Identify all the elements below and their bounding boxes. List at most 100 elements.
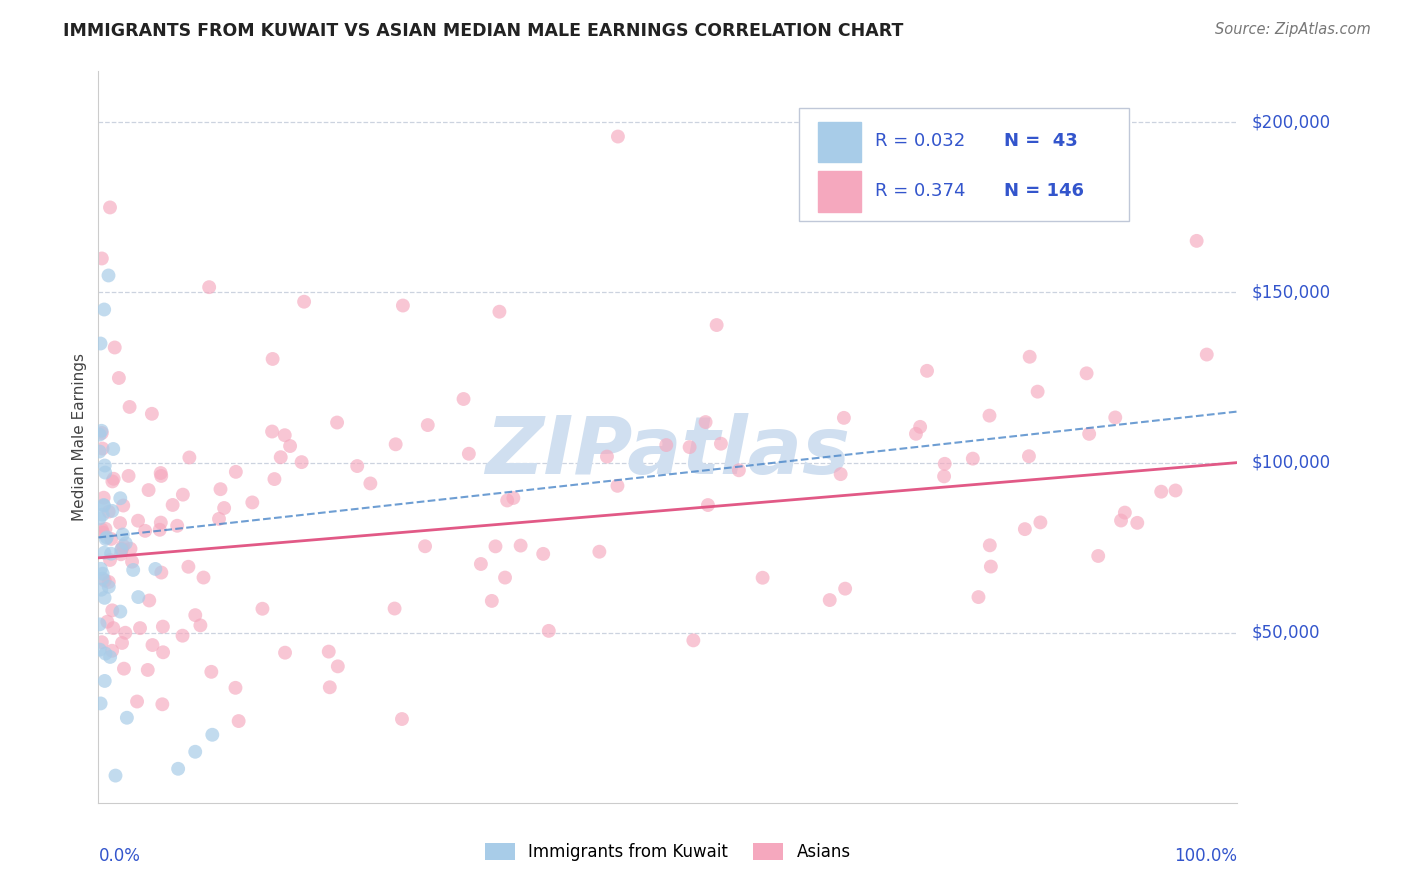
- Point: [502, 491, 524, 505]
- Point: [979, 538, 1001, 552]
- Point: [172, 488, 194, 502]
- Point: [326, 416, 349, 430]
- Point: [93, 498, 115, 512]
- Text: $150,000: $150,000: [1251, 284, 1330, 301]
- Text: IMMIGRANTS FROM KUWAIT VS ASIAN MEDIAN MALE EARNINGS CORRELATION CHART: IMMIGRANTS FROM KUWAIT VS ASIAN MEDIAN M…: [63, 22, 904, 40]
- Point: [212, 501, 235, 516]
- Point: [90, 697, 112, 711]
- Point: [98, 649, 121, 664]
- Point: [110, 542, 132, 557]
- Point: [111, 541, 134, 556]
- Point: [101, 603, 124, 617]
- Point: [94, 522, 117, 536]
- Point: [262, 425, 284, 439]
- Point: [318, 644, 340, 658]
- Point: [111, 527, 134, 541]
- Point: [89, 444, 111, 458]
- Point: [167, 762, 190, 776]
- Point: [150, 698, 173, 712]
- Point: [413, 539, 436, 553]
- Point: [127, 514, 149, 528]
- FancyBboxPatch shape: [799, 108, 1129, 221]
- Point: [101, 475, 124, 489]
- Point: [1014, 522, 1036, 536]
- Text: N =  43: N = 43: [1004, 132, 1077, 150]
- Point: [166, 518, 188, 533]
- Point: [346, 458, 368, 473]
- Point: [270, 450, 292, 465]
- Point: [1087, 549, 1109, 563]
- Point: [89, 427, 111, 442]
- Point: [274, 646, 297, 660]
- Point: [274, 428, 297, 442]
- Point: [145, 562, 167, 576]
- Point: [90, 425, 112, 440]
- Point: [728, 463, 751, 477]
- Point: [531, 547, 554, 561]
- Point: [263, 472, 285, 486]
- Point: [416, 418, 439, 433]
- Bar: [818, 171, 862, 211]
- Y-axis label: Median Male Earnings: Median Male Earnings: [72, 353, 87, 521]
- Point: [225, 465, 247, 479]
- Point: [97, 268, 120, 283]
- Point: [392, 299, 415, 313]
- Legend: Immigrants from Kuwait, Asians: Immigrants from Kuwait, Asians: [478, 836, 858, 868]
- Point: [1018, 350, 1040, 364]
- Point: [118, 400, 141, 414]
- Point: [101, 644, 124, 658]
- Point: [240, 495, 263, 509]
- Point: [384, 437, 406, 451]
- Text: Source: ZipAtlas.com: Source: ZipAtlas.com: [1215, 22, 1371, 37]
- Point: [125, 694, 148, 708]
- Point: [127, 590, 149, 604]
- Point: [1026, 384, 1049, 399]
- Point: [90, 523, 112, 537]
- Point: [184, 745, 207, 759]
- Point: [114, 625, 136, 640]
- Point: [695, 415, 717, 429]
- Point: [110, 605, 132, 619]
- Point: [91, 566, 114, 581]
- Point: [89, 617, 111, 632]
- Point: [904, 426, 927, 441]
- Point: [751, 571, 773, 585]
- Point: [1029, 516, 1052, 530]
- Point: [190, 618, 212, 632]
- Point: [100, 547, 122, 561]
- Point: [134, 524, 156, 538]
- Point: [94, 532, 117, 546]
- Point: [278, 439, 301, 453]
- Point: [150, 469, 173, 483]
- Point: [94, 458, 117, 473]
- Point: [606, 129, 628, 144]
- Point: [149, 466, 172, 480]
- Point: [89, 336, 111, 351]
- Point: [136, 663, 159, 677]
- Point: [682, 633, 704, 648]
- Point: [359, 476, 381, 491]
- Point: [484, 540, 506, 554]
- Point: [177, 559, 200, 574]
- Point: [1018, 449, 1040, 463]
- Point: [89, 642, 111, 657]
- Point: [93, 591, 115, 605]
- Point: [1076, 367, 1098, 381]
- Point: [112, 662, 135, 676]
- Point: [141, 638, 163, 652]
- Point: [655, 438, 678, 452]
- Point: [262, 351, 284, 366]
- Point: [149, 523, 172, 537]
- Point: [152, 645, 174, 659]
- Point: [172, 629, 194, 643]
- Point: [453, 392, 475, 406]
- Point: [103, 472, 125, 486]
- Point: [915, 364, 938, 378]
- Point: [198, 280, 221, 294]
- Text: $200,000: $200,000: [1251, 113, 1330, 131]
- Point: [91, 572, 114, 586]
- Point: [481, 594, 503, 608]
- Point: [470, 557, 492, 571]
- Point: [90, 635, 112, 649]
- Text: 0.0%: 0.0%: [98, 847, 141, 864]
